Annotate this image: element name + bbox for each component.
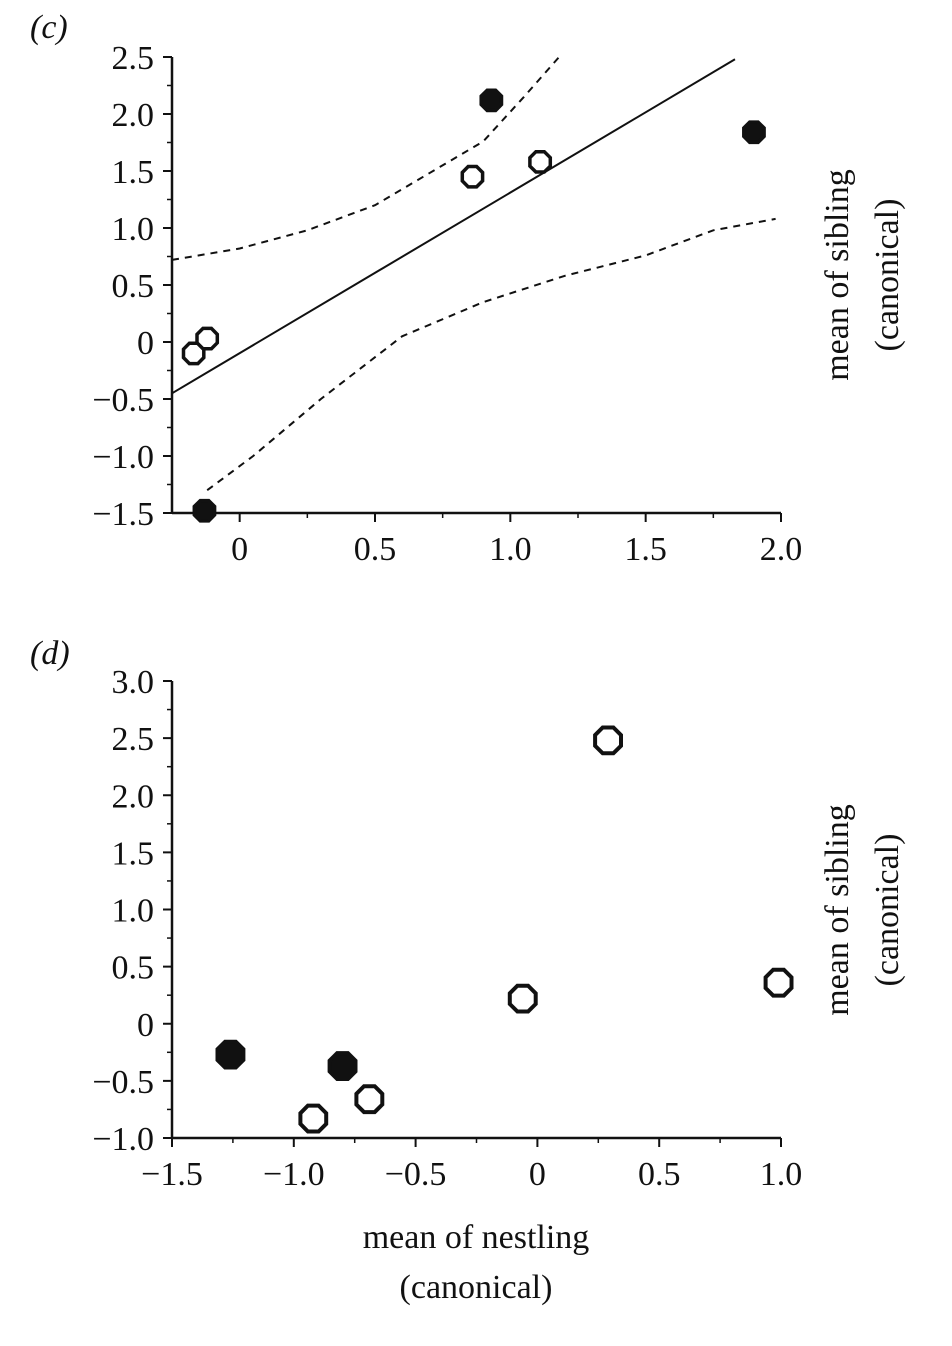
y-tick-label: 2.0 xyxy=(112,778,155,815)
y-tick-label: −0.5 xyxy=(92,382,154,419)
panel-label: (d) xyxy=(30,635,70,672)
data-point-open xyxy=(354,1084,385,1115)
data-point-open xyxy=(763,967,794,998)
chart-panel-c: (c) 2.5 2.0 1.5 1.0 0.5 0 −0.5 −1.0 −1.5 0 0.5 1.0 1.… xyxy=(30,9,906,568)
data-point-open xyxy=(528,149,553,174)
data-point-open xyxy=(195,326,220,351)
data-point-filled xyxy=(327,1051,358,1081)
x-tick-label: −0.5 xyxy=(385,1156,447,1193)
data-point-filled xyxy=(215,1039,246,1070)
y-tick-label: 2.5 xyxy=(112,721,155,758)
y-axis-title: (canonical) xyxy=(869,199,906,352)
x-tick-label: 1.0 xyxy=(489,531,532,568)
panel-label: (c) xyxy=(30,9,68,46)
data-point-filled xyxy=(192,498,217,523)
x-tick-label: 0.5 xyxy=(638,1156,681,1193)
data-point-filled xyxy=(479,88,504,113)
y-axis-title: (canonical) xyxy=(869,834,906,987)
x-axis-title: mean of nestling xyxy=(363,1219,590,1256)
y-tick-label: 2.5 xyxy=(112,40,155,77)
y-tick-label: 0.5 xyxy=(112,950,155,987)
x-tick-label: 0 xyxy=(529,1156,546,1193)
data-point-filled xyxy=(742,120,766,145)
data-point-open xyxy=(460,164,485,189)
x-tick-label: 2.0 xyxy=(760,531,803,568)
y-tick-label: 0 xyxy=(137,1007,154,1044)
y-axis-title: mean of sibling xyxy=(819,804,856,1016)
y-tick-label: −1.5 xyxy=(92,496,154,533)
x-tick-label: 1.0 xyxy=(760,1156,803,1193)
y-tick-label: −0.5 xyxy=(92,1064,154,1101)
y-tick-label: −1.0 xyxy=(92,1121,154,1158)
y-tick-label: 0 xyxy=(137,325,154,362)
x-tick-label: 1.5 xyxy=(624,531,667,568)
y-tick-label: 2.0 xyxy=(112,97,155,134)
data-point-open xyxy=(593,725,623,756)
y-tick-label: 1.5 xyxy=(112,835,155,872)
x-tick-label: −1.5 xyxy=(141,1156,203,1193)
y-tick-label: −1.0 xyxy=(92,439,154,476)
x-axis-title: (canonical) xyxy=(400,1269,553,1306)
x-tick-label: 0.5 xyxy=(354,531,397,568)
y-tick-label: 0.5 xyxy=(112,268,155,305)
chart-panel-d: (d)3.02.52.01.51.00.50−0.5−1.0−1.5 −1.0 −0… xyxy=(30,635,906,1306)
y-tick-label: 1.0 xyxy=(112,211,155,248)
data-point-open xyxy=(507,983,538,1014)
data-point-open xyxy=(298,1103,329,1134)
confidence-band-upper xyxy=(171,56,560,261)
y-tick-label: 3.0 xyxy=(112,664,155,701)
confidence-band-lower xyxy=(206,217,776,492)
x-tick-label: 0 xyxy=(231,531,248,568)
y-tick-label: 1.0 xyxy=(112,893,155,930)
y-axis-title: mean of sibling xyxy=(819,169,856,381)
regression-line xyxy=(171,58,736,395)
x-tick-label: −1.0 xyxy=(263,1156,325,1193)
y-tick-label: 1.5 xyxy=(112,154,155,191)
